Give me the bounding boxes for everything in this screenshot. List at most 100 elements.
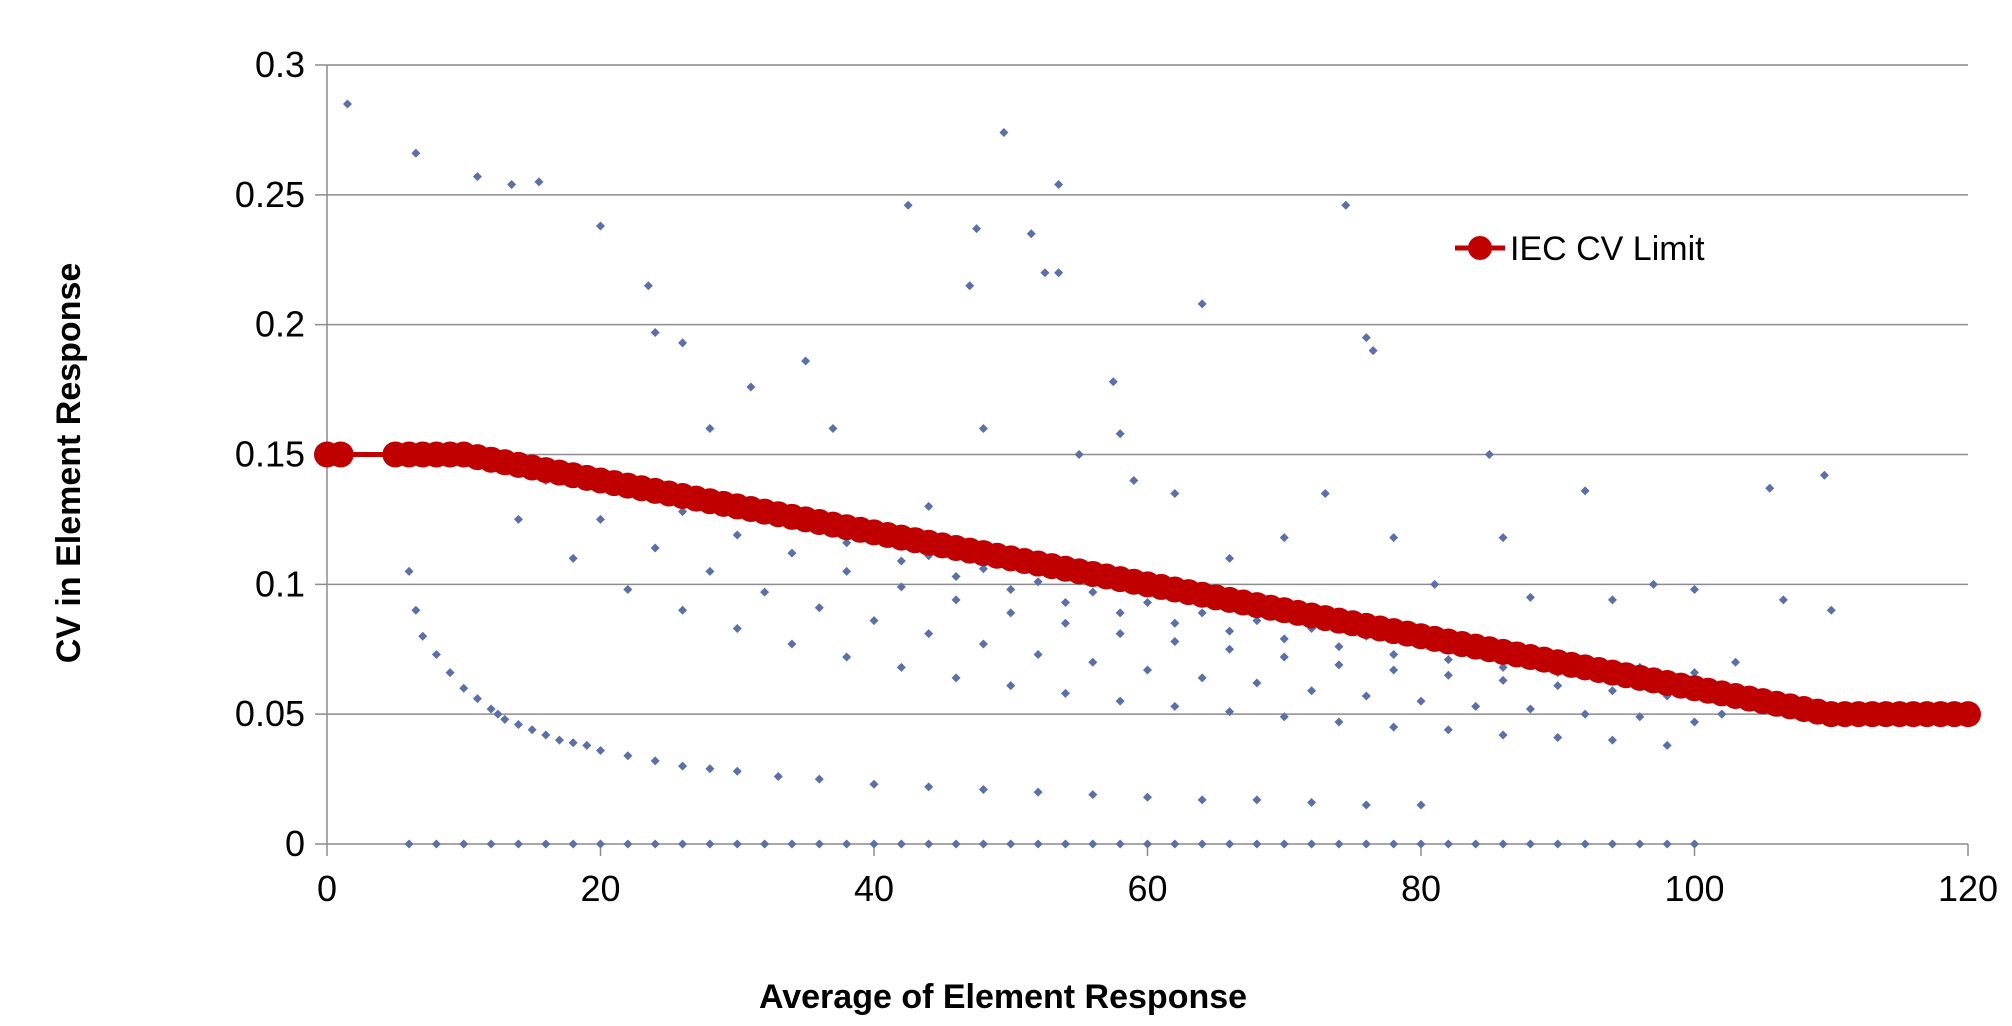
scatter-point xyxy=(1607,839,1617,849)
scatter-point xyxy=(1826,605,1836,615)
scatter-point xyxy=(869,779,879,789)
scatter-point xyxy=(1252,678,1262,688)
scatter-point xyxy=(1580,709,1590,719)
scatter-point xyxy=(1443,839,1453,849)
scatter-point xyxy=(1060,688,1070,698)
scatter-point xyxy=(1115,429,1125,439)
y-tick-label: 0.3 xyxy=(255,44,305,85)
scatter-point xyxy=(1197,299,1207,309)
scatter-point xyxy=(678,605,688,615)
scatter-point xyxy=(732,766,742,776)
scatter-point xyxy=(1033,787,1043,797)
scatter-point xyxy=(1054,179,1064,189)
scatter-point xyxy=(1443,655,1453,665)
scatter-point xyxy=(903,200,913,210)
scatter-point xyxy=(1498,675,1508,685)
scatter-point xyxy=(459,683,469,693)
scatter-point xyxy=(978,424,988,434)
scatter-point xyxy=(951,572,961,582)
scatter-point xyxy=(999,128,1009,138)
scatter-point xyxy=(1389,533,1399,543)
scatter-point xyxy=(760,587,770,597)
scatter-point xyxy=(650,756,660,766)
scatter-point xyxy=(1484,450,1494,459)
scatter-point xyxy=(650,327,660,337)
scatter-point xyxy=(1307,686,1317,696)
x-tick-label: 20 xyxy=(580,868,620,909)
x-tick-label: 40 xyxy=(854,868,894,909)
scatter-point xyxy=(1060,618,1070,628)
scatter-point xyxy=(1060,598,1070,608)
scatter-point xyxy=(643,281,653,291)
scatter-point xyxy=(1225,839,1235,849)
scatter-point xyxy=(1088,839,1098,849)
scatter-point xyxy=(568,839,578,849)
scatter-point xyxy=(1088,587,1098,597)
scatter-point xyxy=(1143,792,1152,802)
x-tick-label: 60 xyxy=(1127,868,1167,909)
scatter-point xyxy=(1108,377,1118,387)
scatter-point xyxy=(527,725,537,735)
scatter-point xyxy=(678,761,688,771)
scatter-point xyxy=(1361,839,1371,849)
scatter-point xyxy=(596,221,605,231)
scatter-point xyxy=(513,839,523,849)
scatter-point xyxy=(1006,681,1016,691)
scatter-point xyxy=(459,839,469,849)
scatter-point xyxy=(732,623,742,633)
scatter-point xyxy=(814,774,824,784)
scatter-point xyxy=(1525,704,1535,714)
scatter-point xyxy=(1635,712,1645,722)
scatter-point xyxy=(1170,701,1180,711)
scatter-point xyxy=(924,839,934,849)
scatter-point xyxy=(623,585,633,595)
y-tick-label: 0 xyxy=(285,823,305,864)
scatter-point xyxy=(1252,839,1262,849)
x-axis-title: Average of Element Response xyxy=(759,978,1247,1016)
scatter-point xyxy=(1778,595,1788,605)
scatter-point xyxy=(678,839,688,849)
scatter-point xyxy=(773,771,783,781)
scatter-point xyxy=(924,629,934,639)
scatter-point xyxy=(1225,553,1235,563)
scatter-point xyxy=(472,694,482,704)
scatter-point xyxy=(1334,717,1344,727)
scatter-point xyxy=(343,99,353,109)
scatter-point xyxy=(411,148,421,158)
scatter-point xyxy=(1074,450,1084,459)
scatter-point xyxy=(1088,657,1098,667)
scatter-point xyxy=(1197,608,1207,618)
scatter-point xyxy=(1580,839,1590,849)
scatter-point xyxy=(534,177,544,187)
scatter-point xyxy=(431,649,441,659)
scatter-point xyxy=(1580,486,1590,496)
y-tick-label: 0.05 xyxy=(235,693,305,734)
scatter-point xyxy=(1471,839,1481,849)
scatter-point xyxy=(978,839,988,849)
scatter-point xyxy=(1334,660,1344,670)
scatter-point xyxy=(486,839,496,849)
scatter-point xyxy=(1361,691,1371,701)
scatter-point xyxy=(1525,592,1535,602)
scatter-point xyxy=(1279,652,1289,662)
scatter-point xyxy=(1115,608,1125,618)
scatter-point xyxy=(1040,268,1050,278)
scatter-point xyxy=(1054,268,1064,278)
scatter-point xyxy=(1498,662,1508,672)
scatter-point xyxy=(554,735,564,745)
scatter-point xyxy=(541,730,551,740)
scatter-point xyxy=(1607,595,1617,605)
x-tick-label: 120 xyxy=(1938,868,1998,909)
scatter-point xyxy=(1368,346,1378,356)
scatter-point xyxy=(1129,475,1139,485)
scatter-point xyxy=(1553,733,1563,743)
scatter-point xyxy=(486,704,496,714)
scatter-point xyxy=(1307,839,1317,849)
scatter-point xyxy=(1026,229,1036,239)
scatter-point xyxy=(1389,665,1399,675)
scatter-point xyxy=(842,566,852,576)
scatter-point xyxy=(978,564,988,574)
scatter-point xyxy=(445,668,455,678)
scatter-point xyxy=(746,382,756,392)
y-tick-label: 0.1 xyxy=(255,563,305,604)
